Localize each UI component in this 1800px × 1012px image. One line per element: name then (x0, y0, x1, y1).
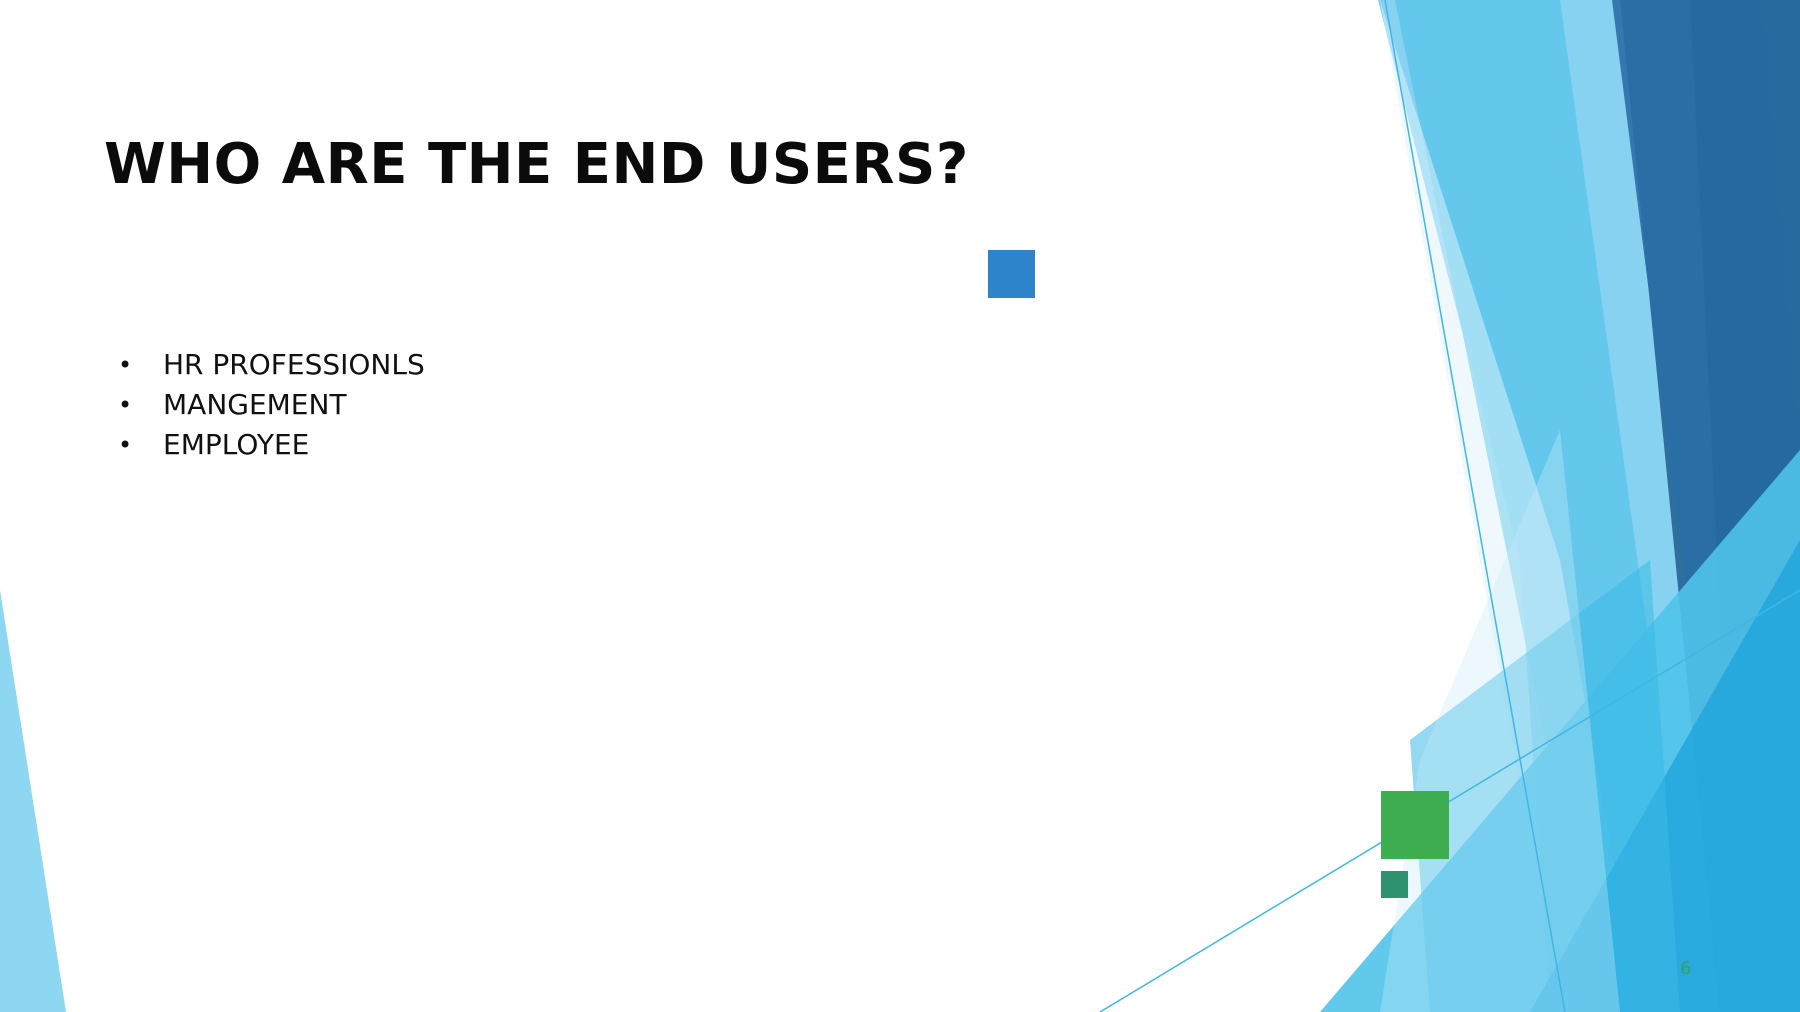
list-item-text: HR PROFESSIONLS (163, 348, 425, 381)
list-item-text: EMPLOYEE (163, 428, 310, 461)
bullet-icon: • (118, 351, 133, 379)
list-item: • HR PROFESSIONLS (118, 345, 425, 385)
blue-square-decoration (988, 250, 1035, 298)
green-square-decoration (1381, 791, 1449, 859)
list-item: • MANGEMENT (118, 385, 425, 425)
bullet-icon: • (118, 391, 133, 419)
teal-square-decoration (1381, 871, 1408, 898)
list-item-text: MANGEMENT (163, 388, 347, 421)
bullet-icon: • (118, 431, 133, 459)
list-item: • EMPLOYEE (118, 425, 425, 465)
page-number: 6 (1680, 958, 1692, 979)
slide-title: WHO ARE THE END USERS? (104, 132, 969, 197)
bullet-list: • HR PROFESSIONLS • MANGEMENT • EMPLOYEE (118, 345, 425, 465)
